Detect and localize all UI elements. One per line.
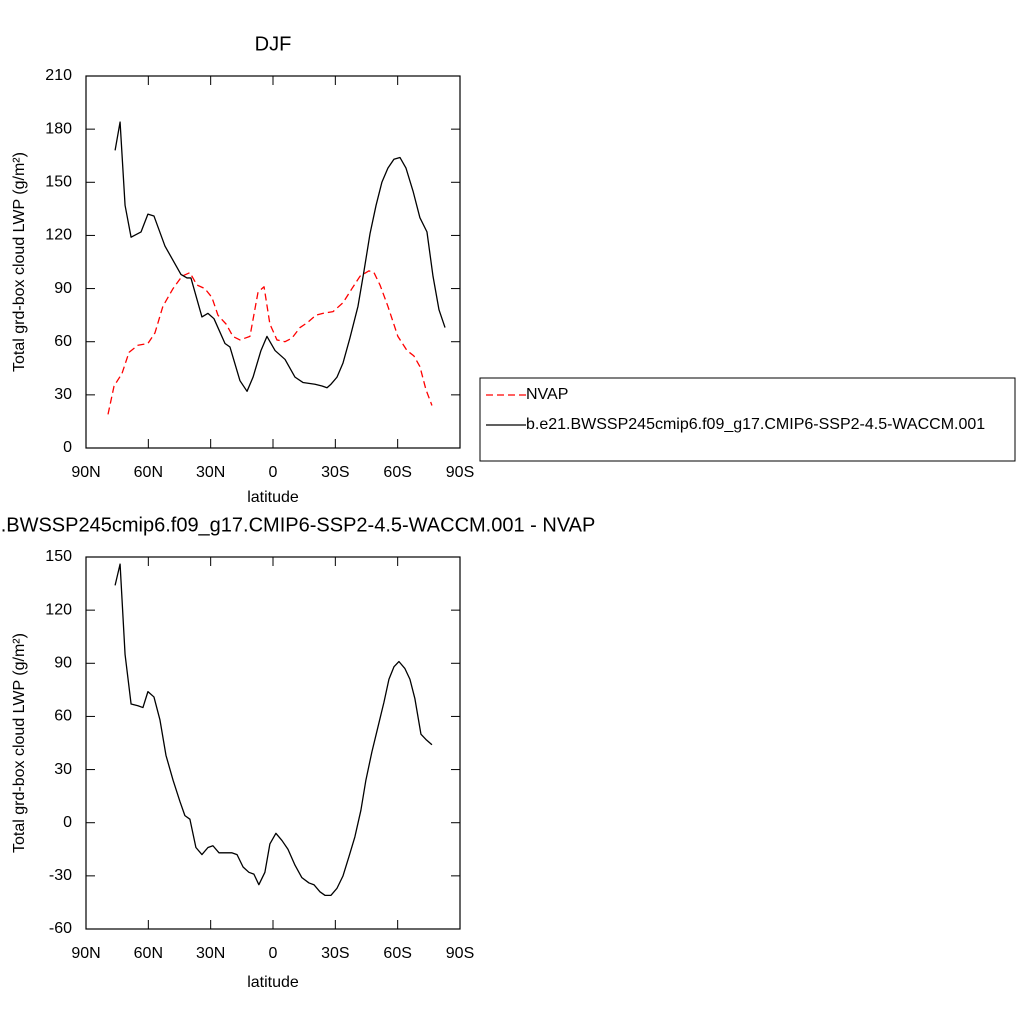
x-axis-label: latitude <box>247 974 299 991</box>
y-tick-label: 30 <box>54 761 72 778</box>
legend-box <box>479 377 1016 462</box>
plot-frame <box>85 75 461 449</box>
x-tick-label: 30S <box>321 945 349 962</box>
y-tick-label: -30 <box>49 867 72 884</box>
y-tick-label: 120 <box>45 227 72 244</box>
data-line <box>114 563 433 896</box>
legend-label: NVAP <box>526 386 568 403</box>
x-tick-label: 30N <box>196 945 225 962</box>
x-tick-label: 0 <box>269 945 278 962</box>
x-axis-label: latitude <box>247 489 299 506</box>
y-tick-label: 120 <box>45 601 72 618</box>
y-tick-label: 150 <box>45 174 72 191</box>
y-tick-label: 210 <box>45 67 72 84</box>
x-tick-label: 60N <box>134 464 163 481</box>
x-tick-label: 90N <box>71 464 100 481</box>
y-tick-label: 150 <box>45 548 72 565</box>
y-tick-label: 90 <box>54 655 72 672</box>
x-tick-label: 90S <box>446 464 474 481</box>
chart-title: DJF <box>255 33 292 55</box>
x-tick-label: 0 <box>269 464 278 481</box>
x-tick-label: 30N <box>196 464 225 481</box>
data-line <box>114 121 446 392</box>
y-axis-label: Total grd-box cloud LWP (g/m²) <box>11 633 28 853</box>
x-tick-label: 90N <box>71 945 100 962</box>
x-tick-label: 60N <box>134 945 163 962</box>
plot-frame <box>85 556 461 930</box>
x-tick-label: 60S <box>383 945 411 962</box>
legend: NVAP b.e21.BWSSP245cmip6.f09_g17.CMIP6-SS… <box>479 377 1016 462</box>
x-tick-label: 60S <box>383 464 411 481</box>
x-tick-label: 90S <box>446 945 474 962</box>
y-tick-label: 0 <box>63 439 72 456</box>
y-axis-label: Total grd-box cloud LWP (g/m²) <box>11 152 28 372</box>
y-tick-label: -60 <box>49 920 72 937</box>
legend-label: b.e21.BWSSP245cmip6.f09_g17.CMIP6-SSP2-4… <box>526 416 985 433</box>
data-line <box>107 270 433 415</box>
y-tick-label: 60 <box>54 333 72 350</box>
x-tick-label: 30S <box>321 464 349 481</box>
y-tick-label: 180 <box>45 120 72 137</box>
y-tick-label: 0 <box>63 814 72 831</box>
y-tick-label: 60 <box>54 708 72 725</box>
y-tick-label: 30 <box>54 386 72 403</box>
chart-title: b.e21.BWSSP245cmip6.f09_g17.CMIP6-SSP2-4… <box>0 514 595 536</box>
y-tick-label: 90 <box>54 280 72 297</box>
